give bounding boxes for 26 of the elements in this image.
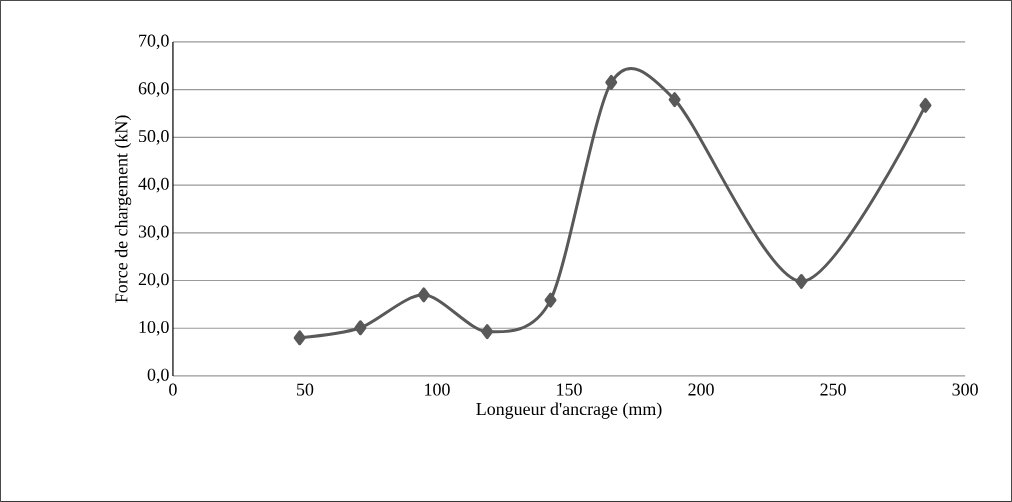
x-tick-label: 0: [169, 383, 177, 396]
y-tick-label: 60,0: [138, 82, 169, 98]
point: [293, 330, 306, 346]
point: [544, 292, 557, 308]
x-tick-label: 100: [425, 383, 450, 396]
point: [417, 287, 430, 303]
y-tick-label: 0,0: [147, 368, 169, 384]
y-axis-title: Force de chargement (kN): [114, 115, 132, 303]
x-axis-title: Longueur d'ancrage (mm): [476, 402, 662, 419]
point: [481, 324, 494, 340]
point: [605, 75, 618, 91]
point: [354, 320, 367, 336]
y-tick-label: 40,0: [138, 177, 169, 193]
y-tick-label: 50,0: [139, 130, 169, 145]
y-tick-label: 20,0: [138, 273, 169, 288]
y-tick-label: 10,0: [139, 320, 169, 336]
point: [795, 274, 808, 290]
x-tick-label: 150: [557, 383, 582, 396]
point: [668, 92, 681, 108]
point: [919, 97, 932, 113]
y-tick-label: 70,0: [139, 34, 169, 50]
x-tick-label: 250: [820, 383, 846, 396]
x-tick-label: 50: [297, 383, 314, 396]
x-tick-label: 300: [952, 383, 978, 396]
x-tick-label: 200: [688, 383, 714, 396]
y-tick-label: 30,0: [138, 225, 169, 241]
